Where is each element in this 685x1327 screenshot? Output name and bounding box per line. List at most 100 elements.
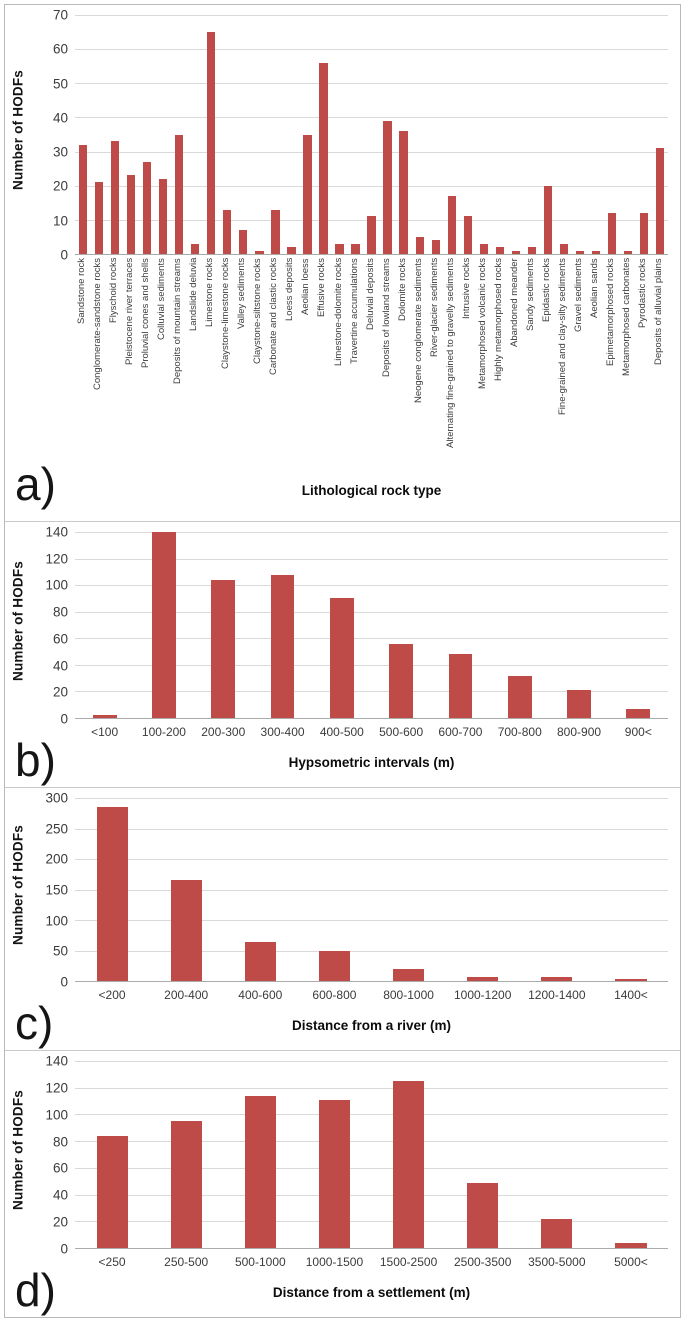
- bar-slot: [412, 15, 428, 254]
- bar-slot: [107, 15, 123, 254]
- bar-slot: [134, 532, 193, 718]
- bar-slot: [149, 1061, 223, 1248]
- x-category-label: Colluvial sediments: [156, 258, 168, 340]
- x-category-label: 200-300: [201, 725, 246, 739]
- x-axis-title: Lithological rock type: [301, 483, 442, 498]
- x-axis-labels: Sandstone rock Conglomerate-sandstone roc…: [75, 255, 668, 473]
- bar-slot: [540, 15, 556, 254]
- bar: [329, 598, 354, 718]
- x-category-label: Proluvial cones and shells: [140, 258, 152, 368]
- bar: [626, 708, 651, 718]
- panel-letter: a): [15, 458, 56, 510]
- x-axis-labels: <200 200-400 400-600 600-800 800-1000 1000-12…: [75, 982, 668, 1010]
- y-tick-label: 80: [52, 1133, 68, 1149]
- x-axis-title: Distance from a river (m): [291, 1018, 452, 1033]
- bar-slot: [297, 1061, 371, 1248]
- x-category-label: Aeolian loess: [300, 258, 312, 315]
- y-tick-label: 140: [45, 1053, 68, 1069]
- plot-area: [75, 798, 668, 982]
- bar-slot: [446, 798, 520, 981]
- bar: [467, 977, 499, 981]
- gridline: [75, 117, 668, 119]
- y-axis-title: Number of HODFs: [10, 1090, 26, 1211]
- x-category-label: 400-500: [319, 725, 364, 739]
- x-axis-title: Hypsometric intervals (m): [288, 755, 455, 770]
- x-category-label: Deposits of lowland streams: [380, 258, 392, 377]
- x-axis-labels: <100 100-200 200-300 300-400 400-500 500-600 6…: [75, 719, 668, 747]
- bar: [393, 968, 425, 981]
- x-category-label: 600-700: [438, 725, 483, 739]
- bar-slot: [123, 15, 139, 254]
- x-category-label: 1000-1500: [305, 1255, 364, 1269]
- x-category-label: 1500-2500: [379, 1255, 438, 1269]
- x-category-label: Deluvial deposits: [364, 258, 376, 330]
- bar-slot: [594, 1061, 668, 1248]
- bar: [244, 941, 276, 981]
- bar-slot: [572, 15, 588, 254]
- bar: [399, 131, 408, 254]
- x-category-label: Loess deposits: [284, 258, 296, 322]
- y-tick-label: 140: [45, 524, 68, 540]
- bar: [541, 1218, 573, 1248]
- bar-slot: [556, 15, 572, 254]
- y-tick-label: 300: [45, 790, 68, 806]
- bars: [75, 532, 668, 718]
- gridline: [75, 1167, 668, 1169]
- y-tick-label: 70: [52, 7, 68, 23]
- x-category-label: 900<: [624, 725, 652, 739]
- bar: [541, 977, 573, 981]
- plot-area: [75, 15, 668, 255]
- bar-slot: [620, 15, 636, 254]
- bar: [615, 979, 647, 981]
- x-category-label: 600-800: [312, 988, 357, 1002]
- y-tick-label: 0: [60, 247, 68, 263]
- bar-slot: [380, 15, 396, 254]
- bar: [393, 1081, 425, 1248]
- bar-slot: [171, 15, 187, 254]
- figure: Number of HODFs 0 10 20 30 40 50 60 70 Sandston…: [4, 4, 681, 1318]
- x-category-label: Conglomerate-sandstone rocks: [92, 258, 104, 391]
- bar: [367, 216, 376, 254]
- x-category-label: Intrusive rocks: [460, 258, 472, 320]
- bar-slot: [235, 15, 251, 254]
- bar-slot: [549, 532, 608, 718]
- gridline: [75, 1087, 668, 1089]
- bar: [96, 807, 128, 981]
- bar-slot: [476, 15, 492, 254]
- y-tick-label: 40: [52, 1187, 68, 1203]
- bar-slot: [203, 15, 219, 254]
- bar-slot: [267, 15, 283, 254]
- x-category-label: Landslide deluvia: [188, 258, 200, 332]
- x-category-label: 300-400: [260, 725, 305, 739]
- bar-slot: [594, 798, 668, 981]
- x-category-label: 100-200: [141, 725, 186, 739]
- x-category-label: 1000-1200: [453, 988, 512, 1002]
- gridline: [75, 1194, 668, 1196]
- bar: [244, 1095, 276, 1248]
- bar: [303, 134, 312, 254]
- bar-slot: [75, 1061, 149, 1248]
- x-category-label: 2500-3500: [453, 1255, 512, 1269]
- x-category-label: 500-1000: [234, 1255, 286, 1269]
- gridline: [75, 1061, 668, 1062]
- x-category-label: Claystone-siltstone rocks: [252, 258, 264, 364]
- y-axis-title: Number of HODFs: [10, 560, 26, 681]
- x-category-label: Deposits of alluvial plains: [653, 258, 665, 365]
- bar-slot: [315, 15, 331, 254]
- gridline: [75, 611, 668, 613]
- x-category-label: River-glacier sediments: [428, 258, 440, 358]
- y-tick-label: 120: [45, 550, 68, 566]
- bar-slot: [75, 15, 91, 254]
- bars: [75, 798, 668, 981]
- bar: [448, 654, 473, 718]
- bar: [94, 182, 104, 254]
- panel-letter: b): [15, 734, 56, 786]
- x-category-label: Flyschoid rocks: [108, 258, 120, 324]
- bar: [351, 243, 360, 254]
- x-category-label: Claystone-limestone rocks: [220, 258, 232, 370]
- bar: [223, 209, 232, 254]
- y-tick-label: 40: [52, 657, 68, 673]
- x-category-label: Gravel sediments: [572, 258, 584, 332]
- x-category-label: <200: [98, 988, 126, 1002]
- x-category-label: Dolomite rocks: [396, 258, 408, 321]
